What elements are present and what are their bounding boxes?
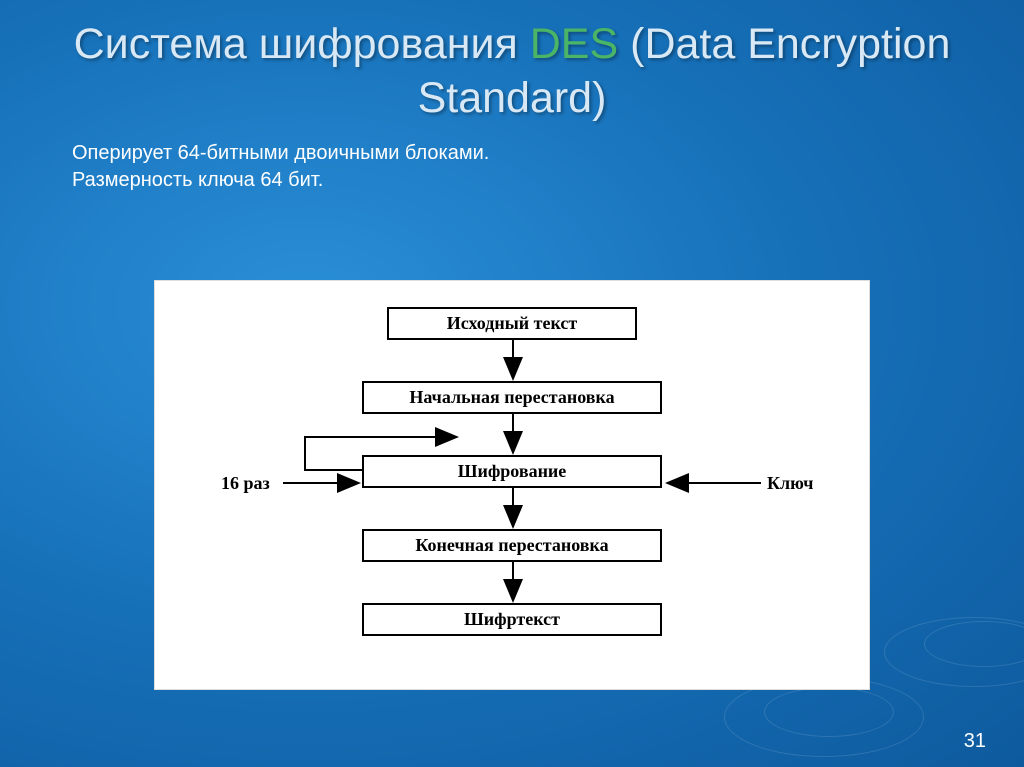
diagram-container: Исходный текст Начальная перестановка Ши… xyxy=(154,280,870,690)
flowchart: Исходный текст Начальная перестановка Ши… xyxy=(155,307,869,715)
page-number: 31 xyxy=(964,730,986,753)
flow-node-encrypt: Шифрование xyxy=(362,455,662,488)
flow-node-ciphertext: Шифртекст xyxy=(362,603,662,636)
node-label: Конечная перестановка xyxy=(415,535,608,555)
side-label-rounds: 16 раз xyxy=(221,473,270,494)
flow-node-final-perm: Конечная перестановка xyxy=(362,529,662,562)
node-label: Шифрование xyxy=(458,461,567,481)
title-accent: DES xyxy=(530,20,618,68)
title-part1: Система шифрования xyxy=(74,20,530,68)
node-label: Шифртекст xyxy=(464,609,560,629)
flow-node-source: Исходный текст xyxy=(387,307,637,340)
node-label: Начальная перестановка xyxy=(409,387,614,407)
side-label-key: Ключ xyxy=(767,473,813,494)
flow-node-initial-perm: Начальная перестановка xyxy=(362,381,662,414)
subtitle-line2: Размерность ключа 64 бит. xyxy=(72,167,1024,194)
subtitle-line1: Оперирует 64-битными двоичными блоками. xyxy=(72,140,1024,167)
flow-connectors xyxy=(155,307,869,715)
node-label: Исходный текст xyxy=(447,313,578,333)
slide-title: Система шифрования DES (Data Encryption … xyxy=(0,0,1024,134)
slide-subtitle: Оперирует 64-битными двоичными блоками. … xyxy=(0,134,1024,194)
